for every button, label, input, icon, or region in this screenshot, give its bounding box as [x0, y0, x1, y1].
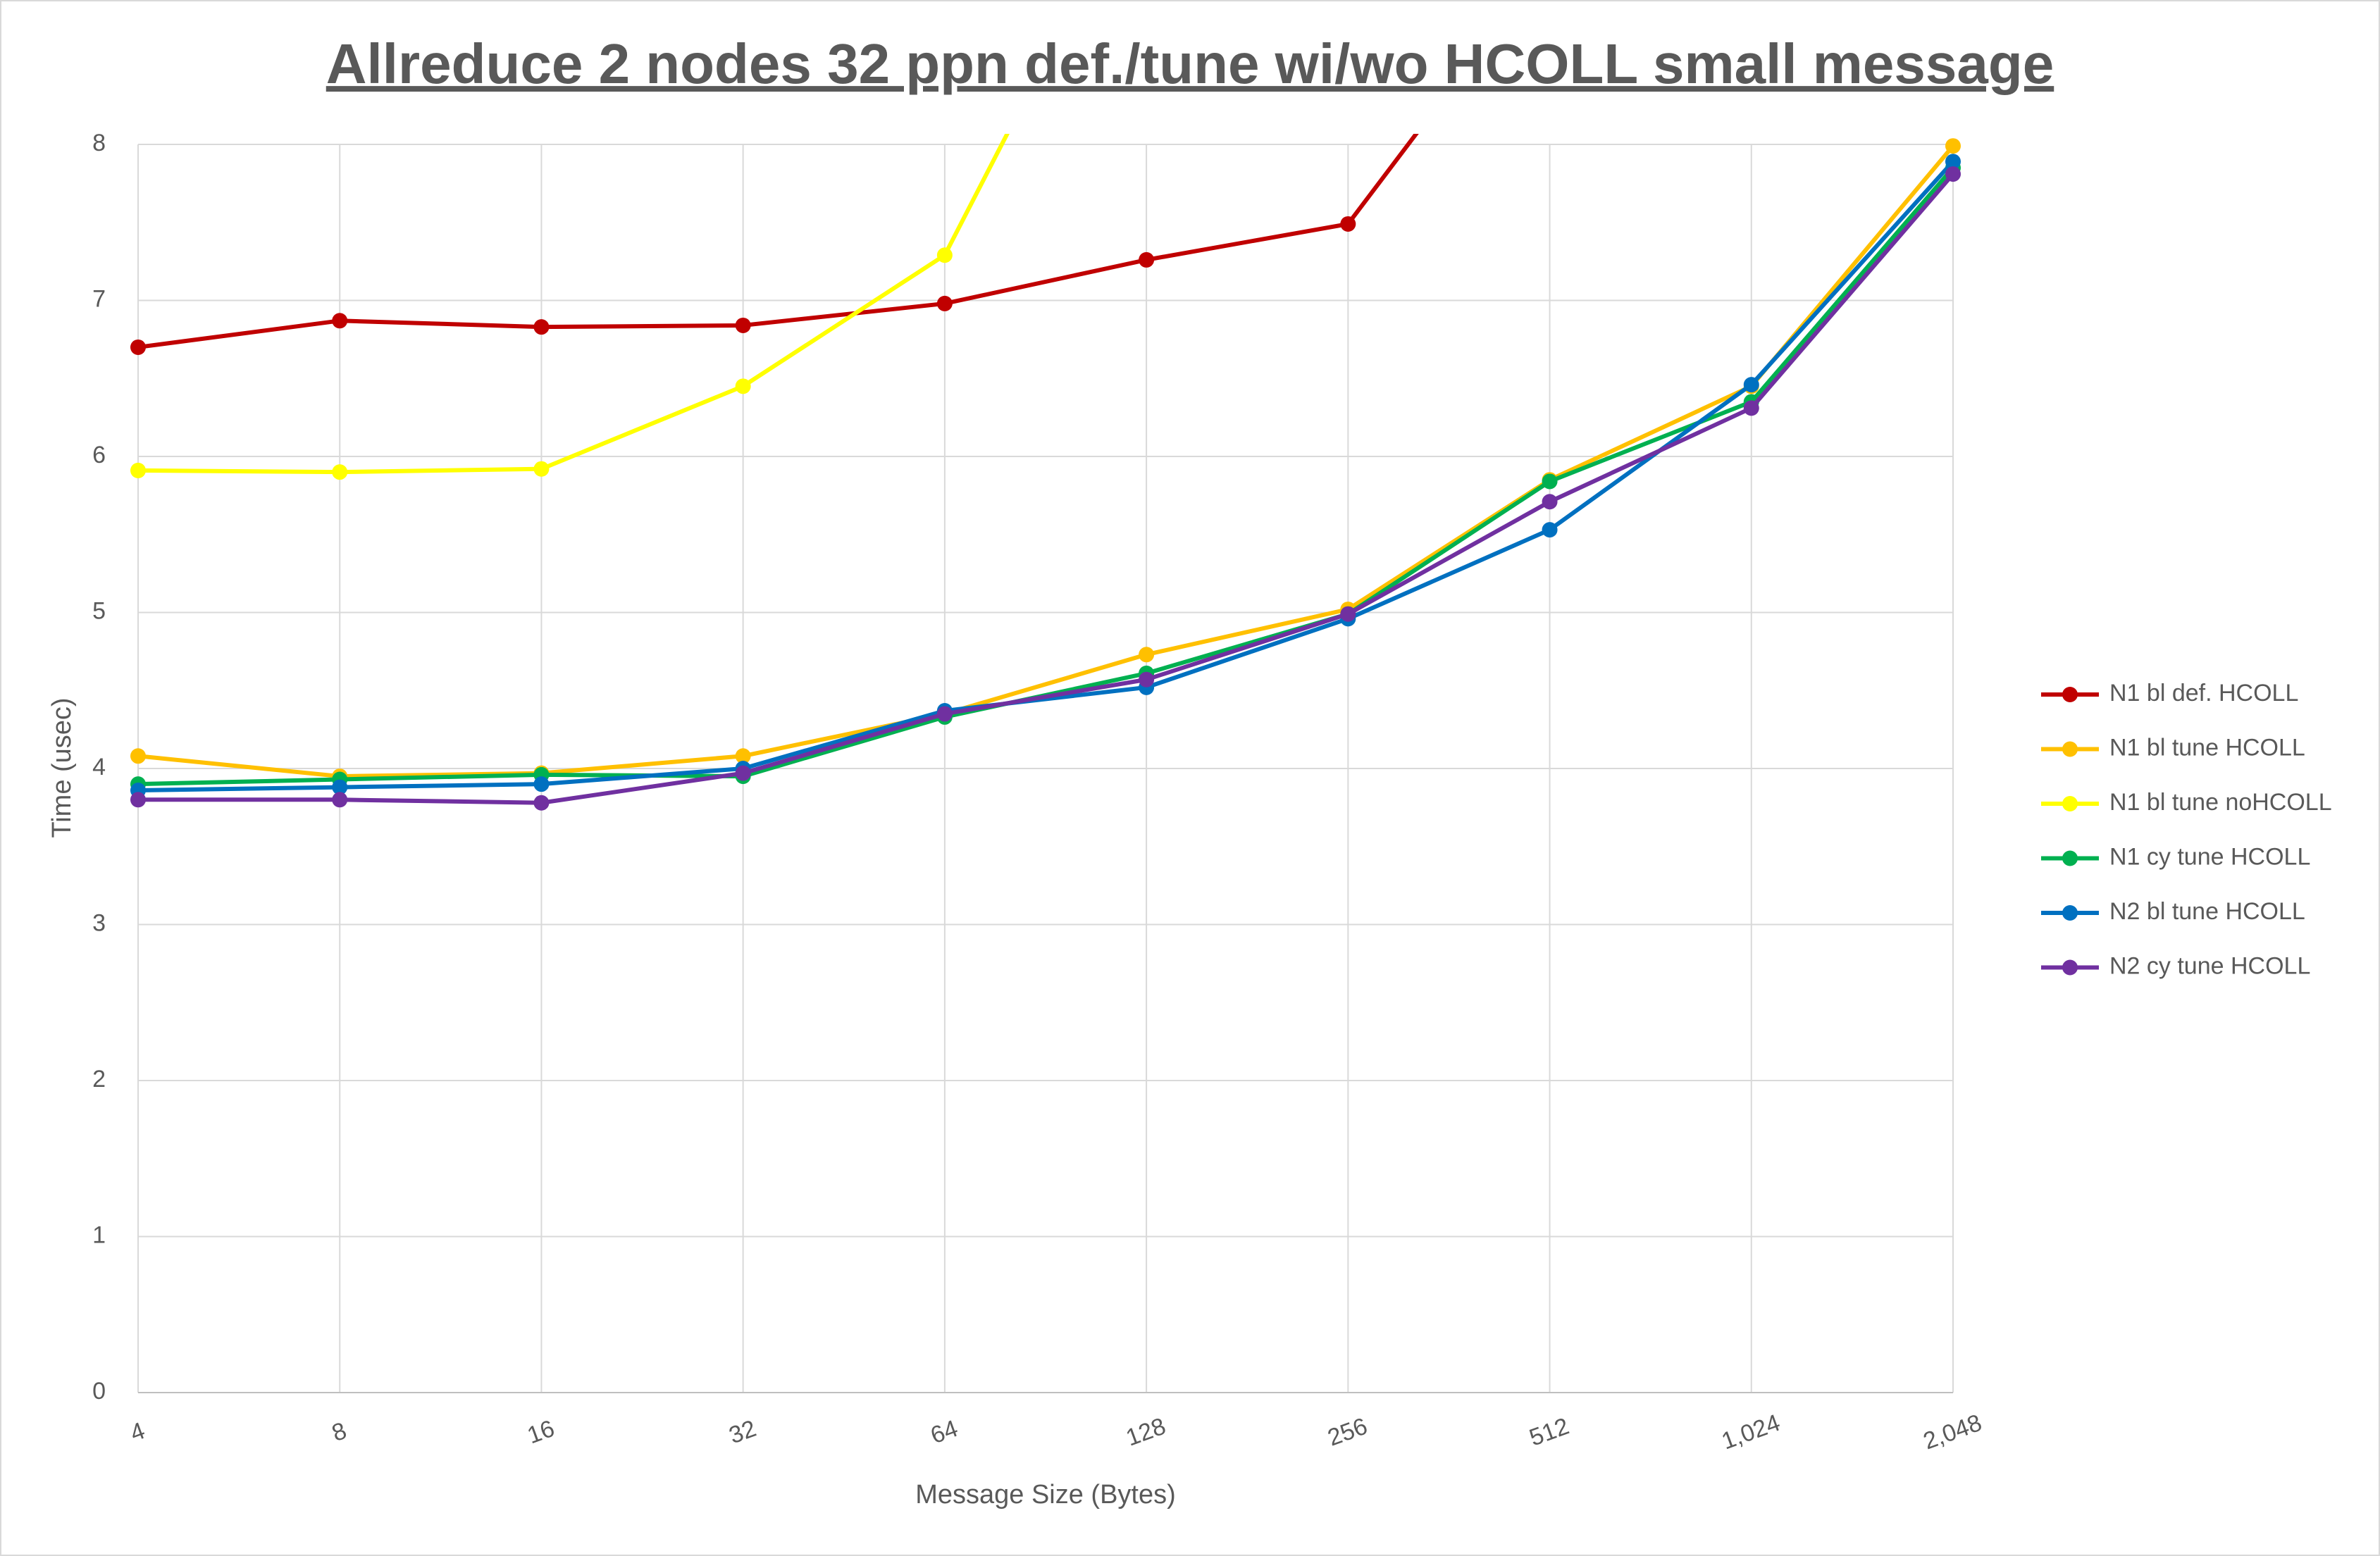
data-point — [1542, 494, 1558, 510]
data-point — [130, 462, 146, 478]
legend-marker — [2062, 905, 2078, 921]
chart-title: Allreduce 2 nodes 32 ppn def./tune wi/wo… — [326, 32, 2054, 95]
legend-marker — [2062, 741, 2078, 757]
y-tick-label: 8 — [92, 130, 106, 156]
y-tick-label: 6 — [92, 442, 106, 468]
y-axis-title: Time (usec) — [47, 697, 77, 838]
legend-label: N1 bl def. HCOLL — [2109, 680, 2298, 707]
data-point — [533, 776, 550, 792]
y-tick-label: 4 — [92, 754, 106, 780]
data-point — [735, 765, 751, 781]
legend-marker — [2062, 796, 2078, 811]
series-line — [137, 134, 1419, 349]
series-line — [138, 173, 1955, 805]
data-point — [533, 795, 550, 811]
data-point — [735, 317, 751, 333]
data-point — [1743, 400, 1759, 416]
series-line — [137, 144, 1955, 779]
data-point — [735, 378, 751, 394]
data-point — [1945, 166, 1961, 182]
data-point — [1542, 473, 1558, 490]
data-point — [1743, 377, 1759, 393]
legend-label: N1 bl tune HCOLL — [2109, 734, 2305, 761]
data-point — [936, 247, 953, 263]
series-line — [137, 134, 1010, 475]
data-point — [1340, 606, 1356, 622]
series-group — [130, 134, 1961, 811]
data-point — [130, 792, 146, 808]
data-point — [1139, 251, 1155, 268]
data-point — [1945, 138, 1961, 154]
data-point — [533, 461, 550, 477]
legend-marker — [2062, 850, 2078, 866]
legend-label: N2 bl tune HCOLL — [2109, 898, 2305, 925]
legend-marker — [2062, 959, 2078, 976]
data-point — [533, 319, 550, 335]
data-point — [936, 706, 953, 722]
data-point — [332, 792, 348, 808]
series-line — [137, 160, 1955, 793]
data-point — [332, 464, 348, 480]
legend-label: N1 cy tune HCOLL — [2109, 843, 2310, 870]
y-tick-label: 2 — [92, 1066, 106, 1093]
y-tick-label: 0 — [92, 1378, 106, 1405]
data-point — [1139, 647, 1155, 663]
x-axis-title: Message Size (Bytes) — [915, 1480, 1176, 1510]
data-point — [332, 313, 348, 329]
legend-marker — [2062, 687, 2078, 702]
y-tick-label: 1 — [92, 1221, 106, 1248]
y-tick-label: 5 — [92, 597, 106, 624]
legend-label: N1 bl tune noHCOLL — [2109, 789, 2332, 816]
data-point — [332, 779, 348, 795]
data-point — [735, 748, 751, 764]
data-point — [130, 339, 146, 355]
data-point — [1945, 154, 1961, 170]
legend-label: N2 cy tune HCOLL — [2109, 952, 2310, 979]
data-point — [936, 295, 953, 311]
data-point — [1340, 216, 1356, 232]
data-point — [1139, 671, 1155, 687]
data-point — [130, 748, 146, 764]
data-point — [1542, 522, 1558, 538]
y-tick-label: 7 — [92, 285, 106, 312]
y-tick-label: 3 — [92, 909, 106, 936]
